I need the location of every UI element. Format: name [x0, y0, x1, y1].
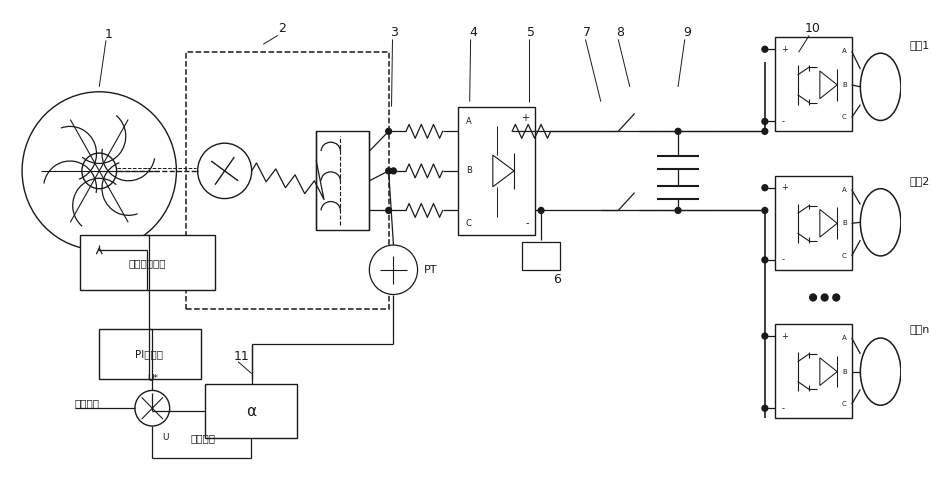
Text: 5: 5 [527, 26, 535, 39]
Bar [186, 52, 388, 310]
Bar [458, 106, 535, 235]
Polygon shape [492, 155, 514, 186]
Bar [521, 242, 560, 270]
Text: PT: PT [425, 265, 438, 275]
Text: 4: 4 [469, 26, 478, 39]
Ellipse shape [860, 53, 901, 120]
Text: 11: 11 [234, 350, 250, 364]
Text: U: U [162, 434, 169, 442]
Text: -: - [781, 117, 784, 126]
Text: A: A [843, 335, 847, 341]
Text: PI调节器: PI调节器 [135, 349, 164, 359]
Text: -: - [781, 404, 784, 412]
Polygon shape [820, 358, 837, 386]
Text: -: - [781, 256, 784, 264]
Text: B: B [843, 82, 847, 88]
Text: +: + [781, 183, 789, 192]
Text: B: B [466, 166, 472, 175]
Text: 3: 3 [390, 26, 398, 39]
Circle shape [762, 406, 768, 411]
Circle shape [762, 184, 768, 190]
Text: 10: 10 [805, 22, 821, 35]
Bar [775, 38, 852, 132]
Circle shape [385, 128, 392, 134]
Circle shape [762, 128, 768, 134]
Text: 1: 1 [105, 28, 113, 41]
Text: 7: 7 [584, 26, 591, 39]
Circle shape [762, 257, 768, 263]
Text: 9: 9 [683, 26, 692, 39]
Ellipse shape [197, 143, 251, 199]
Bar [206, 384, 297, 438]
Circle shape [762, 208, 768, 214]
Text: +: + [781, 332, 789, 340]
Bar [100, 329, 200, 378]
Text: 负载1: 负载1 [910, 40, 930, 50]
Bar [775, 176, 852, 270]
Bar [80, 235, 215, 290]
Ellipse shape [135, 390, 169, 426]
Text: B: B [843, 220, 847, 226]
Text: α: α [246, 404, 256, 418]
Text: -: - [526, 218, 530, 228]
Ellipse shape [22, 92, 176, 250]
Text: 燃料调节机构: 燃料调节机构 [128, 258, 167, 268]
Circle shape [538, 208, 544, 214]
Text: A: A [466, 117, 472, 126]
Circle shape [833, 294, 840, 301]
Text: C: C [466, 219, 472, 228]
Text: C: C [843, 402, 847, 407]
Text: 电压给定: 电压给定 [74, 398, 100, 408]
Circle shape [385, 208, 392, 214]
Ellipse shape [860, 188, 901, 256]
Bar [317, 132, 370, 230]
Text: 负载2: 负载2 [910, 176, 930, 186]
Circle shape [762, 118, 768, 124]
Text: 8: 8 [616, 26, 624, 39]
Circle shape [675, 128, 681, 134]
Text: C: C [843, 253, 847, 259]
Text: B: B [843, 368, 847, 374]
Text: A: A [843, 186, 847, 192]
Text: +: + [781, 45, 789, 54]
Circle shape [385, 168, 392, 174]
Circle shape [675, 208, 681, 214]
Text: 电压反馈: 电压反馈 [191, 433, 216, 443]
Circle shape [391, 168, 397, 174]
Text: 6: 6 [554, 273, 561, 286]
Text: C: C [843, 114, 847, 120]
Circle shape [762, 333, 768, 339]
Text: A: A [843, 48, 847, 54]
Circle shape [810, 294, 816, 301]
Circle shape [821, 294, 828, 301]
Polygon shape [820, 71, 837, 99]
Text: 2: 2 [278, 22, 287, 35]
Text: +: + [521, 114, 530, 124]
Polygon shape [820, 210, 837, 237]
Circle shape [762, 46, 768, 52]
Text: 负载n: 负载n [910, 325, 930, 335]
Ellipse shape [370, 245, 418, 294]
Text: U*: U* [147, 374, 157, 383]
Ellipse shape [82, 153, 116, 188]
Ellipse shape [860, 338, 901, 406]
Bar [775, 324, 852, 418]
